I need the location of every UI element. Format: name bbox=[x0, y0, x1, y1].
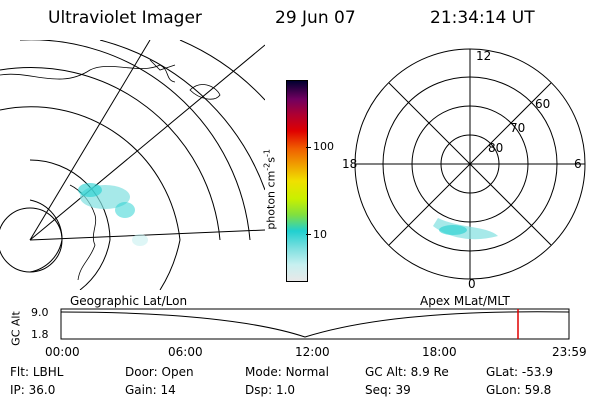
x-tick-1800: 18:00 bbox=[422, 345, 457, 359]
glon-field: GLon: 59.8 bbox=[486, 383, 551, 397]
glon-label: GLon: bbox=[486, 383, 521, 397]
colorbar-label-100: 100 bbox=[313, 140, 334, 153]
lat-label-70: 70 bbox=[510, 121, 525, 135]
polar-aurora bbox=[433, 218, 498, 240]
flt-field: Flt: LBHL bbox=[10, 365, 63, 379]
gain-value: 14 bbox=[160, 383, 176, 397]
polar-plot: 12 18 6 0 60 70 80 bbox=[342, 48, 586, 291]
dsp-field: Dsp: 1.0 bbox=[245, 383, 295, 397]
unit-exponent-1: -2 bbox=[262, 162, 272, 171]
seq-value: 39 bbox=[395, 383, 411, 397]
gc-alt-axis-label: GC Alt bbox=[9, 311, 23, 346]
x-tick-0000: 00:00 bbox=[45, 345, 80, 359]
colorbar-tick-10 bbox=[306, 234, 311, 235]
x-tick-2359: 23:59 bbox=[552, 345, 587, 359]
ip-label: IP: bbox=[10, 383, 25, 397]
apex-label: Apex MLat/MLT bbox=[420, 294, 510, 308]
mode-field: Mode: Normal bbox=[245, 365, 329, 379]
altitude-curve bbox=[60, 311, 570, 338]
altitude-timeline bbox=[60, 308, 570, 340]
date-label: 29 Jun 07 bbox=[275, 8, 356, 28]
lat-label-60: 60 bbox=[535, 97, 550, 111]
unit-text-mid: s bbox=[264, 156, 278, 163]
glat-value: -53.9 bbox=[521, 365, 553, 379]
gcalt-label: GC Alt: bbox=[365, 365, 407, 379]
time-label: 21:34:14 UT bbox=[430, 8, 535, 28]
dsp-label: Dsp: bbox=[245, 383, 273, 397]
glat-field: GLat: -53.9 bbox=[486, 365, 553, 379]
y-tick-bottom: 1.8 bbox=[31, 328, 49, 341]
colorbar-label-10: 10 bbox=[313, 228, 327, 241]
y-tick-top: 9.0 bbox=[31, 306, 49, 319]
mlt-label-6: 6 bbox=[574, 157, 582, 171]
dsp-value: 1.0 bbox=[275, 383, 296, 397]
aurora-emission bbox=[78, 183, 148, 246]
door-label: Door: bbox=[125, 365, 158, 379]
flt-value: LBHL bbox=[32, 365, 64, 379]
geographic-label: Geographic Lat/Lon bbox=[70, 294, 188, 308]
gain-field: Gain: 14 bbox=[125, 383, 176, 397]
unit-exponent-2: -1 bbox=[262, 149, 272, 157]
mode-value: Normal bbox=[285, 365, 329, 379]
door-field: Door: Open bbox=[125, 365, 194, 379]
gcalt-value: 8.9 Re bbox=[410, 365, 449, 379]
door-value: Open bbox=[161, 365, 194, 379]
seq-field: Seq: 39 bbox=[365, 383, 411, 397]
instrument-title: Ultraviolet Imager bbox=[48, 8, 202, 28]
unit-text: photon cm bbox=[264, 170, 278, 230]
x-tick-0600: 06:00 bbox=[168, 345, 203, 359]
flt-label: Flt: bbox=[10, 365, 29, 379]
ip-value: 36.0 bbox=[28, 383, 56, 397]
gcalt-field: GC Alt: 8.9 Re bbox=[365, 365, 449, 379]
mlt-label-0: 0 bbox=[468, 277, 476, 291]
lat-label-80: 80 bbox=[488, 141, 503, 155]
x-tick-1200: 12:00 bbox=[295, 345, 330, 359]
glat-label: GLat: bbox=[486, 365, 519, 379]
colorbar-unit-label: photon cm-2s-1 bbox=[263, 129, 278, 249]
seq-label: Seq: bbox=[365, 383, 392, 397]
geographic-map bbox=[0, 40, 265, 290]
colorbar bbox=[286, 80, 308, 282]
glon-value: 59.8 bbox=[524, 383, 552, 397]
colorbar-gradient bbox=[287, 81, 307, 281]
mode-label: Mode: bbox=[245, 365, 282, 379]
mlt-label-12: 12 bbox=[476, 49, 491, 63]
ip-field: IP: 36.0 bbox=[10, 383, 55, 397]
colorbar-tick-100 bbox=[306, 147, 311, 148]
mlt-label-18: 18 bbox=[342, 157, 357, 171]
gain-label: Gain: bbox=[125, 383, 157, 397]
